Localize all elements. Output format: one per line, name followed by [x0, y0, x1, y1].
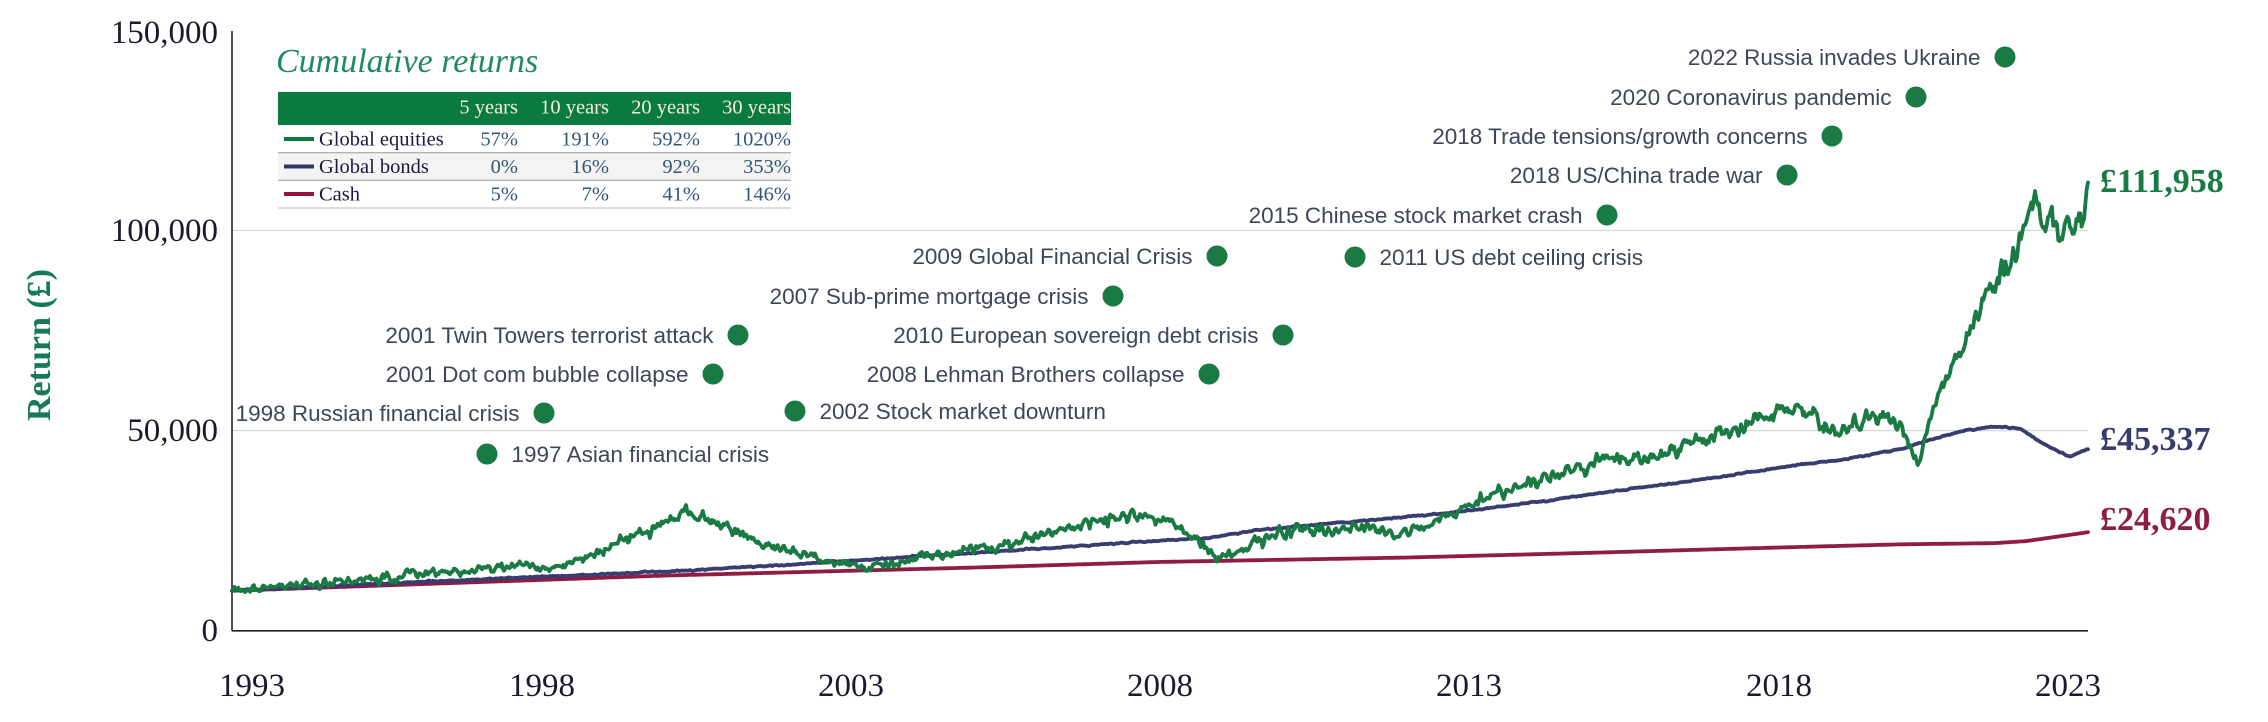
- svg-text:353%: 353%: [743, 156, 791, 178]
- svg-text:2018: 2018: [1746, 668, 1812, 704]
- svg-text:2013: 2013: [1436, 668, 1502, 704]
- svg-text:2008 Lehman Brothers collapse: 2008 Lehman Brothers collapse: [867, 362, 1185, 387]
- svg-text:5%: 5%: [491, 184, 518, 206]
- svg-text:50,000: 50,000: [127, 413, 218, 449]
- svg-text:2015 Chinese stock market cras: 2015 Chinese stock market crash: [1249, 203, 1583, 228]
- svg-text:2001 Dot com bubble collapse: 2001 Dot com bubble collapse: [386, 362, 689, 387]
- svg-text:1998 Russian financial crisis: 1998 Russian financial crisis: [236, 401, 520, 426]
- svg-text:2010 European sovereign debt c: 2010 European sovereign debt crisis: [893, 323, 1258, 348]
- svg-text:Global equities: Global equities: [319, 129, 444, 151]
- svg-text:30 years: 30 years: [722, 97, 791, 119]
- svg-text:2003: 2003: [818, 668, 884, 704]
- svg-text:0: 0: [202, 613, 219, 649]
- svg-text:5 years: 5 years: [459, 97, 518, 119]
- svg-text:100,000: 100,000: [111, 213, 218, 249]
- svg-text:Cumulative returns: Cumulative returns: [276, 43, 538, 80]
- svg-text:0%: 0%: [491, 156, 518, 178]
- svg-text:7%: 7%: [582, 184, 609, 206]
- svg-text:2022 Russia invades Ukraine: 2022 Russia invades Ukraine: [1688, 45, 1981, 70]
- svg-text:Cash: Cash: [319, 184, 360, 206]
- svg-text:41%: 41%: [662, 184, 700, 206]
- svg-text:1997 Asian financial crisis: 1997 Asian financial crisis: [512, 442, 770, 467]
- svg-text:92%: 92%: [662, 156, 700, 178]
- svg-text:1998: 1998: [509, 668, 575, 704]
- svg-text:10 years: 10 years: [540, 97, 609, 119]
- svg-text:£24,620: £24,620: [2100, 501, 2211, 538]
- svg-text:592%: 592%: [652, 129, 700, 151]
- svg-text:2007 Sub-prime mortgage crisis: 2007 Sub-prime mortgage crisis: [770, 284, 1089, 309]
- svg-text:2001 Twin Towers terrorist att: 2001 Twin Towers terrorist attack: [385, 323, 714, 348]
- svg-text:2018 Trade tensions/growth con: 2018 Trade tensions/growth concerns: [1432, 124, 1807, 149]
- svg-text:£111,958: £111,958: [2100, 163, 2224, 200]
- svg-text:2002 Stock market downturn: 2002 Stock market downturn: [820, 399, 1106, 424]
- svg-text:20 years: 20 years: [631, 97, 700, 119]
- svg-text:2018 US/China trade war: 2018 US/China trade war: [1510, 163, 1763, 188]
- svg-text:2023: 2023: [2035, 668, 2101, 704]
- svg-text:191%: 191%: [561, 129, 609, 151]
- svg-text:2011 US debt ceiling crisis: 2011 US debt ceiling crisis: [1380, 245, 1643, 270]
- svg-text:2009 Global Financial Crisis: 2009 Global Financial Crisis: [912, 244, 1192, 269]
- svg-text:1993: 1993: [219, 668, 285, 704]
- svg-text:1020%: 1020%: [733, 129, 791, 151]
- svg-text:150,000: 150,000: [111, 15, 218, 51]
- svg-text:£45,337: £45,337: [2100, 421, 2211, 458]
- svg-text:57%: 57%: [480, 129, 518, 151]
- svg-text:Global bonds: Global bonds: [319, 156, 429, 178]
- svg-text:146%: 146%: [743, 184, 791, 206]
- svg-text:16%: 16%: [571, 156, 609, 178]
- svg-text:2020 Coronavirus pandemic: 2020 Coronavirus pandemic: [1610, 85, 1891, 110]
- svg-text:Return (£): Return (£): [21, 269, 58, 421]
- svg-text:2008: 2008: [1127, 668, 1193, 704]
